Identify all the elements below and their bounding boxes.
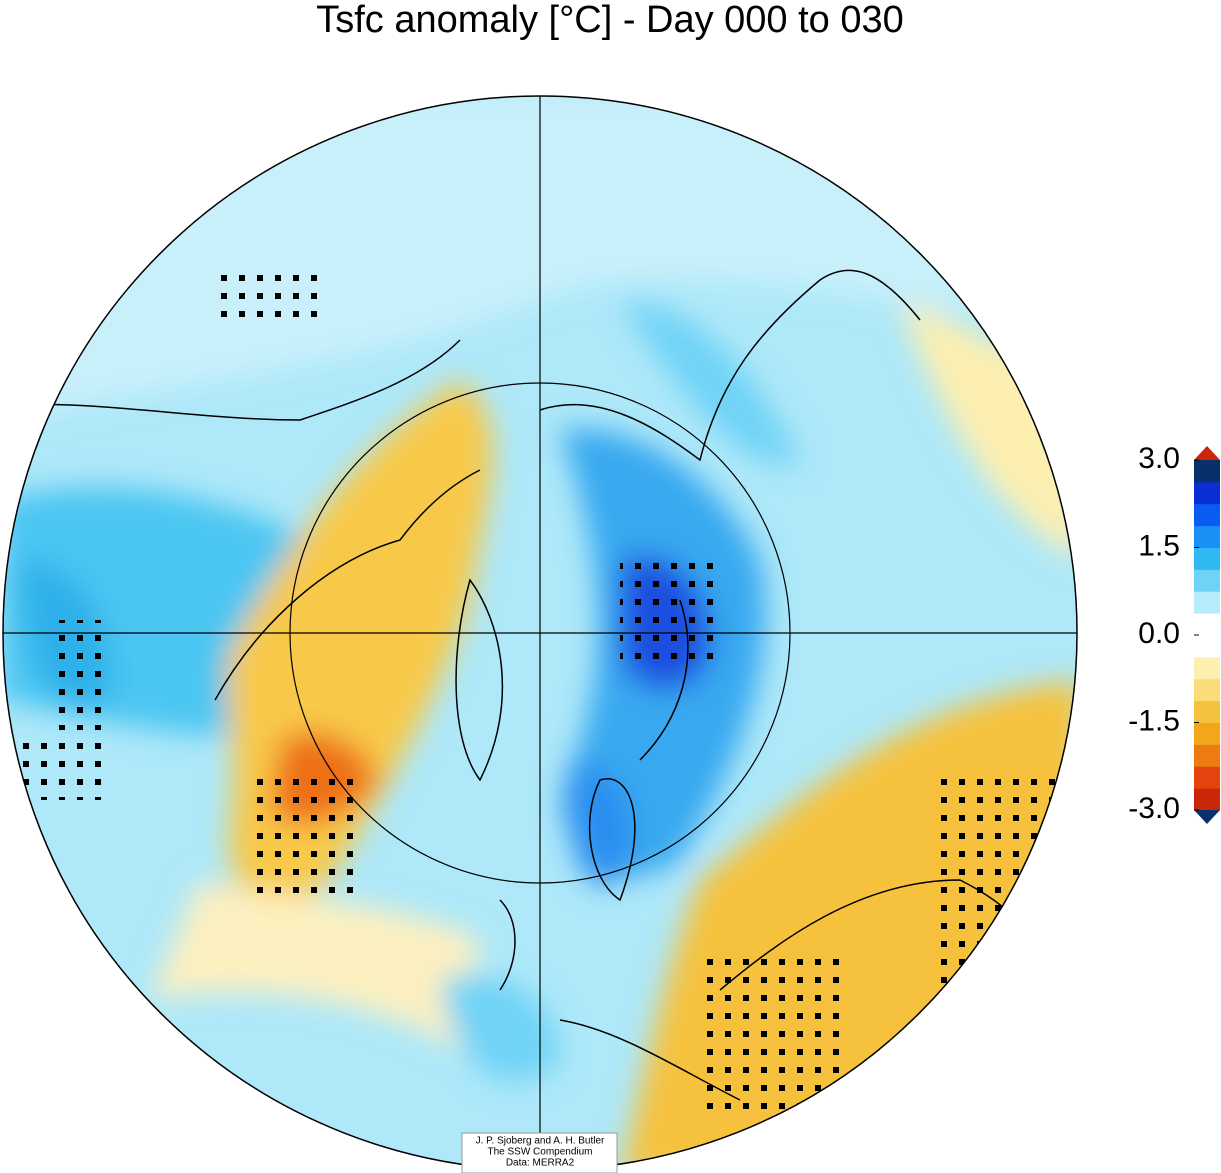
colorbar-segment <box>1194 788 1220 811</box>
colorbar-segment <box>1194 591 1220 614</box>
colorbar-end <box>1194 810 1220 824</box>
credit-line: The SSW Compendium <box>487 1147 592 1158</box>
colorbar-tick-label: 1.5 <box>1138 529 1180 562</box>
colorbar-segment <box>1194 481 1220 505</box>
colorbar-segment <box>1194 656 1220 680</box>
colorbar-segment <box>1194 766 1220 789</box>
colorbar-segment <box>1194 613 1220 636</box>
colorbar-end <box>1194 446 1220 460</box>
colorbar: 3.0 1.5 0.0 -1.5 -3.0 <box>1128 442 1220 825</box>
colorbar-tick-label: 0.0 <box>1138 617 1180 650</box>
colorbar-segment <box>1194 678 1220 702</box>
colorbar-tick-label: 3.0 <box>1138 442 1180 475</box>
colorbar-segment <box>1194 547 1220 570</box>
colorbar-segment <box>1194 525 1220 548</box>
colorbar-segment <box>1194 569 1220 592</box>
colorbar-segment <box>1194 744 1220 767</box>
colorbar-segment <box>1194 503 1220 527</box>
colorbar-segment <box>1194 635 1220 658</box>
colorbar-tick-label: -1.5 <box>1128 704 1180 737</box>
credit-line: J. P. Sjoberg and A. H. Butler <box>476 1136 605 1147</box>
credit-line: Data: MERRA2 <box>506 1158 575 1169</box>
colorbar-segment <box>1194 722 1220 745</box>
map-title: Tsfc anomaly [°C] - Day 000 to 030 <box>316 0 904 41</box>
colorbar-segment <box>1194 460 1220 483</box>
colorbar-tick-label: -3.0 <box>1128 792 1180 825</box>
colorbar-segment <box>1194 700 1220 723</box>
credit-box <box>461 1132 618 1173</box>
